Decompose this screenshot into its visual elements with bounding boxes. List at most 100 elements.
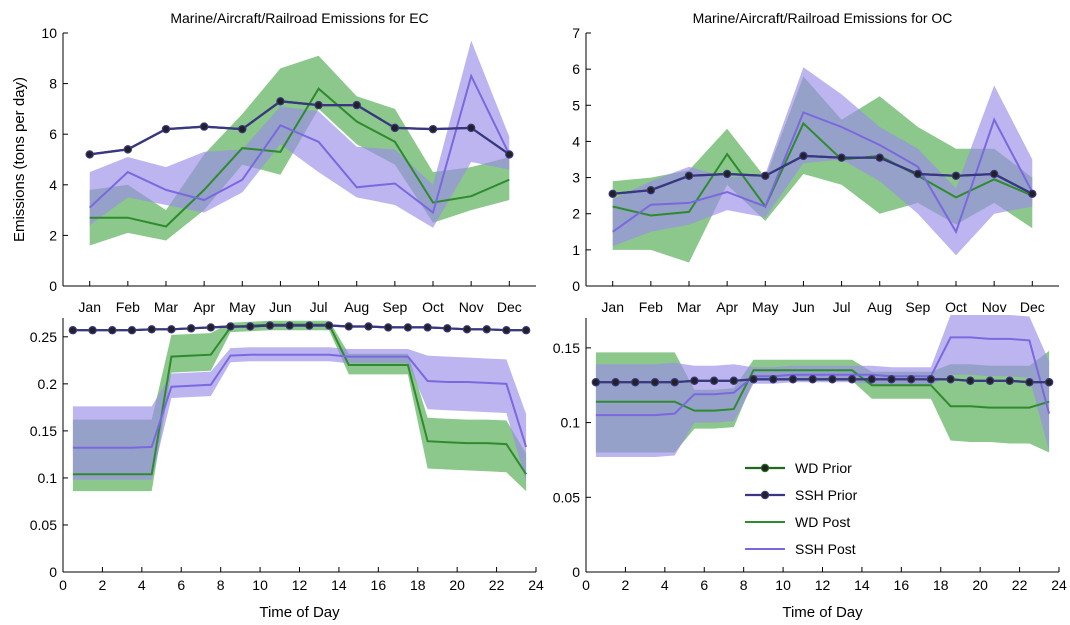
y-tick-label: 7 bbox=[572, 25, 580, 41]
x-tick-label: Sep bbox=[905, 299, 930, 315]
point-prior-ssh bbox=[147, 325, 156, 334]
x-tick-label: 22 bbox=[1012, 577, 1028, 593]
y-tick-label: 0.1 bbox=[38, 470, 58, 486]
x-tick-label: Feb bbox=[116, 299, 140, 315]
point-prior-ssh bbox=[591, 378, 601, 387]
x-tick-label: Jan bbox=[78, 299, 101, 315]
x-tick-label: 8 bbox=[740, 577, 748, 593]
point-prior-ssh bbox=[482, 325, 491, 334]
band-post-ssh bbox=[595, 315, 1050, 457]
band-post-wd bbox=[72, 320, 527, 492]
point-prior-ssh bbox=[989, 169, 999, 179]
x-axis-label: Time of Day bbox=[782, 604, 863, 621]
point-prior-ssh bbox=[199, 122, 209, 131]
point-prior-ssh bbox=[123, 145, 133, 154]
legend-label: WD Prior bbox=[795, 460, 852, 476]
series-line-post-wd bbox=[89, 87, 510, 228]
y-tick-label: 5 bbox=[572, 97, 580, 113]
x-tick-label: 6 bbox=[700, 577, 708, 593]
x-tick-label: 14 bbox=[331, 577, 347, 593]
point-prior-ssh bbox=[951, 171, 961, 180]
x-tick-label: Nov bbox=[459, 299, 484, 315]
x-tick-label: 22 bbox=[489, 577, 505, 593]
x-tick-label: 16 bbox=[894, 577, 910, 593]
point-prior-ssh bbox=[722, 169, 732, 179]
point-prior-ssh bbox=[383, 323, 393, 332]
point-prior-ssh bbox=[466, 123, 476, 133]
chart-ec-hourly: 00.050.10.150.20.250 2 4 6 8 10 12 14 16 18 20 22 24… bbox=[30, 318, 544, 621]
point-prior-ssh bbox=[324, 321, 334, 330]
y-tick-label: 0 bbox=[572, 278, 580, 294]
series-line-post-ssh bbox=[595, 336, 1051, 417]
point-prior-ssh bbox=[443, 324, 452, 333]
point-prior-ssh bbox=[502, 326, 511, 335]
point-prior-ssh bbox=[521, 326, 531, 335]
y-tick-label: 0.15 bbox=[30, 423, 57, 439]
x-tick-label: Jul bbox=[833, 299, 851, 315]
x-tick-label: May bbox=[229, 299, 255, 315]
y-tick-label: 1 bbox=[572, 242, 580, 258]
point-prior-ssh bbox=[646, 186, 656, 195]
x-tick-label: Jul bbox=[310, 299, 328, 315]
point-prior-ssh bbox=[352, 100, 361, 110]
band-post-ssh bbox=[72, 347, 527, 482]
point-prior-ssh bbox=[403, 323, 413, 332]
y-tick-label: 4 bbox=[572, 133, 580, 149]
point-prior-ssh bbox=[1044, 378, 1054, 387]
x-tick-label: 24 bbox=[1051, 577, 1067, 593]
x-tick-label: 20 bbox=[449, 577, 465, 593]
point-prior-ssh bbox=[631, 378, 640, 387]
point-prior-ssh bbox=[847, 375, 857, 384]
point-prior-ssh bbox=[985, 376, 995, 385]
point-prior-ssh bbox=[761, 171, 770, 180]
point-prior-ssh bbox=[650, 378, 660, 387]
x-tick-label: 16 bbox=[371, 577, 387, 593]
series-line-prior-ssh bbox=[89, 100, 510, 156]
point-prior-ssh bbox=[913, 169, 923, 179]
point-prior-ssh bbox=[246, 322, 255, 331]
band-post-wd bbox=[612, 76, 1033, 263]
point-prior-ssh bbox=[265, 321, 275, 330]
point-prior-ssh bbox=[108, 326, 117, 335]
point-prior-ssh bbox=[161, 124, 171, 134]
x-tick-label: 10 bbox=[775, 577, 791, 593]
point-prior-ssh bbox=[926, 375, 936, 384]
y-tick-label: 2 bbox=[49, 227, 57, 243]
y-tick-label: 0 bbox=[49, 278, 57, 294]
point-prior-ssh bbox=[276, 97, 285, 106]
point-prior-ssh bbox=[788, 375, 798, 384]
legend-marker bbox=[760, 463, 770, 473]
y-tick-label: 0.05 bbox=[553, 489, 580, 505]
y-tick-label: 3 bbox=[572, 170, 580, 186]
point-prior-ssh bbox=[167, 325, 176, 334]
series-line-post-ssh bbox=[89, 73, 511, 215]
x-tick-label: Jun bbox=[792, 299, 815, 315]
y-tick-label: 8 bbox=[49, 76, 57, 92]
point-prior-ssh bbox=[1025, 378, 1034, 387]
x-tick-label: 0 bbox=[582, 577, 590, 593]
series-line-post-ssh bbox=[72, 353, 528, 449]
point-prior-ssh bbox=[85, 150, 94, 159]
x-tick-label: 6 bbox=[177, 577, 185, 593]
point-prior-ssh bbox=[867, 375, 876, 384]
point-prior-ssh bbox=[769, 375, 778, 384]
y-tick-label: 0 bbox=[49, 564, 57, 580]
legend-label: SSH Prior bbox=[795, 487, 858, 503]
point-prior-ssh bbox=[206, 323, 216, 332]
x-tick-label: Feb bbox=[639, 299, 663, 315]
series-line-post-wd bbox=[612, 121, 1033, 217]
y-tick-label: 0.15 bbox=[553, 340, 580, 356]
point-prior-ssh bbox=[390, 123, 400, 133]
x-tick-label: Dec bbox=[497, 299, 522, 315]
y-tick-label: 2 bbox=[572, 206, 580, 222]
point-prior-ssh bbox=[729, 376, 739, 385]
x-tick-label: Mar bbox=[154, 299, 178, 315]
y-tick-label: 6 bbox=[49, 126, 57, 142]
x-tick-label: 2 bbox=[99, 577, 107, 593]
x-tick-label: 10 bbox=[252, 577, 268, 593]
point-prior-ssh bbox=[428, 124, 438, 134]
x-tick-label: 8 bbox=[217, 577, 225, 593]
chart-oc-monthly: 0 1 2 3 4 5 6 7 Jan Feb Mar Apr May Jun Jul Aug Sep Oct No… bbox=[572, 10, 1059, 315]
point-prior-ssh bbox=[127, 326, 137, 335]
